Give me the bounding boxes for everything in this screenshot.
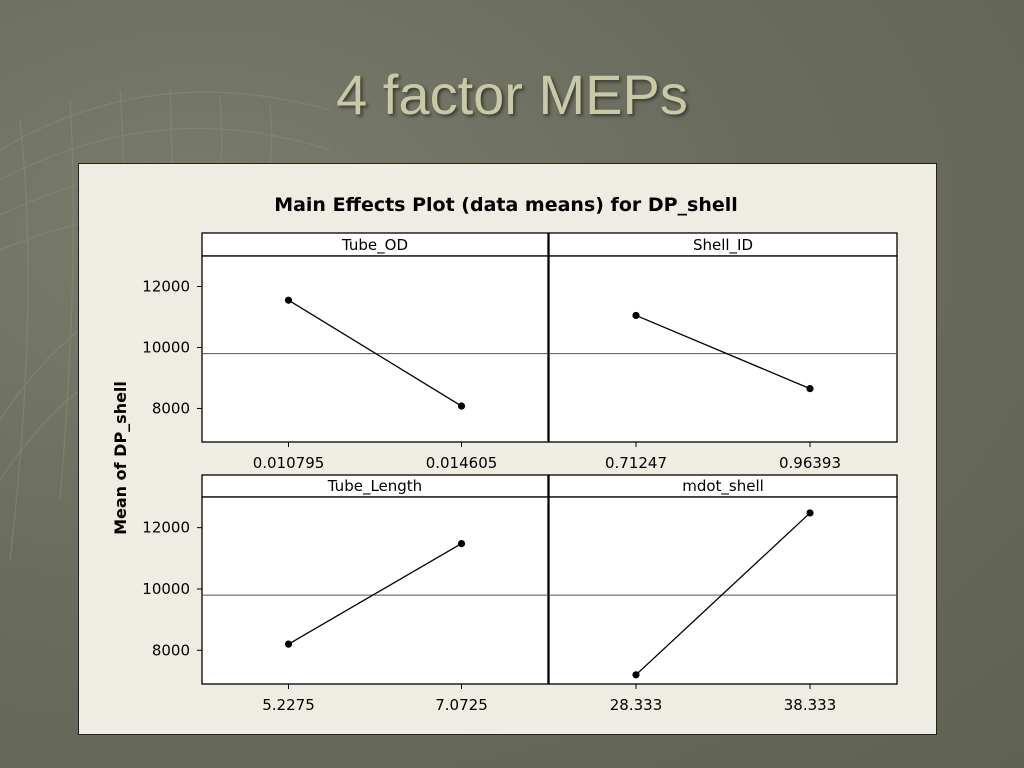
data-point <box>806 385 814 393</box>
data-point <box>284 640 293 648</box>
y-tick-label: 12000 <box>142 519 190 537</box>
panel-label: mdot_shell <box>682 477 764 496</box>
series-line <box>635 512 811 676</box>
data-point <box>632 671 640 679</box>
main-effects-chart: Main Effects Plot (data means) for DP_sh… <box>111 194 898 714</box>
data-point <box>806 509 814 517</box>
data-point <box>457 539 466 548</box>
x-tick-label: 0.71247 <box>605 454 667 472</box>
series-line <box>635 314 811 390</box>
x-tick-label: 0.014605 <box>426 454 498 472</box>
y-tick-label: 8000 <box>152 641 190 659</box>
plot-area-3 <box>548 496 898 685</box>
data-point <box>284 296 293 304</box>
panel-label: Tube_OD <box>341 236 408 255</box>
chart-panel: Main Effects Plot (data means) for DP_sh… <box>78 163 937 735</box>
y-tick-label: 8000 <box>152 399 190 417</box>
x-tick-label: 7.0725 <box>435 696 488 714</box>
y-tick-label: 10000 <box>142 338 190 356</box>
plot-area-0 <box>201 255 549 443</box>
x-tick-label: 5.2275 <box>262 696 315 714</box>
slide-title: 4 factor MEPs <box>336 63 688 126</box>
data-point <box>632 311 640 320</box>
y-tick-label: 10000 <box>142 580 190 598</box>
x-tick-label: 38.333 <box>784 696 837 714</box>
series-line <box>288 299 462 407</box>
panel-label: Shell_ID <box>693 236 753 255</box>
y-tick-label: 12000 <box>142 277 190 295</box>
plot-area-2 <box>201 496 549 685</box>
plot-area-1 <box>548 255 898 443</box>
series-line <box>288 543 462 645</box>
x-tick-label: 28.333 <box>610 696 663 714</box>
chart-title: Main Effects Plot (data means) for DP_sh… <box>274 194 738 216</box>
x-tick-label: 0.010795 <box>253 454 325 472</box>
x-tick-label: 0.96393 <box>779 454 841 472</box>
y-axis-label: Mean of DP_shell <box>111 381 130 535</box>
panel-label: Tube_Length <box>327 477 422 496</box>
data-point <box>457 402 466 410</box>
